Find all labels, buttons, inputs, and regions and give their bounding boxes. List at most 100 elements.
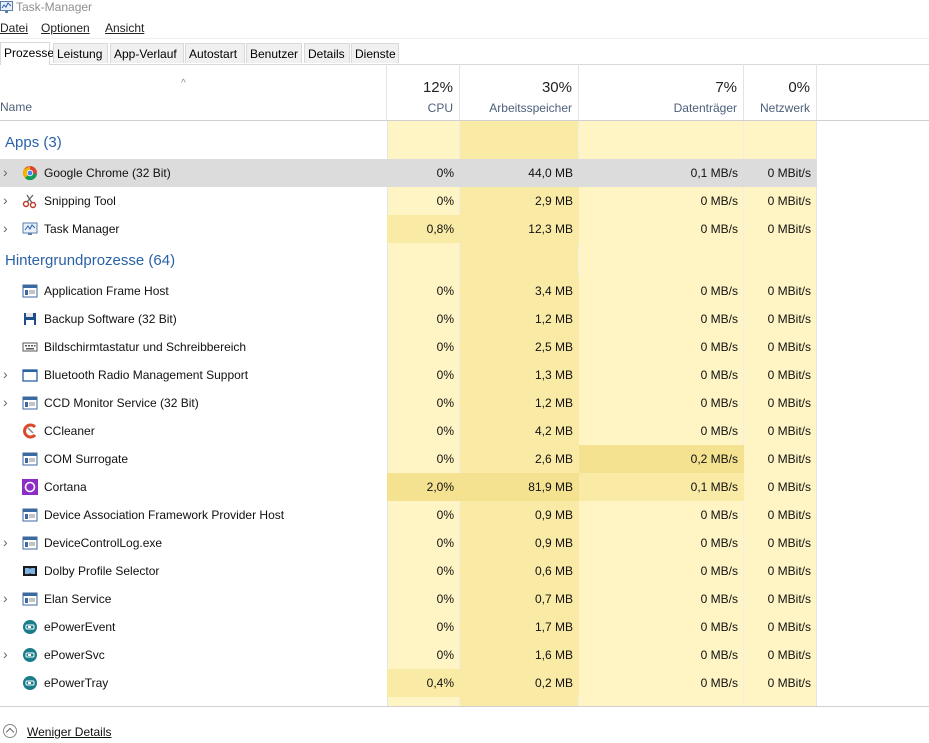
disk-cell: 0 MB/s	[700, 284, 738, 298]
group-title: Hintergrundprozesse (64)	[5, 252, 176, 269]
process-row[interactable]: ePowerTray 0,4% 0,2 MB 0 MB/s 0 MBit/s	[0, 669, 817, 697]
process-row[interactable]: Bildschirmtastatur und Schreibbereich 0% 2…	[0, 333, 817, 361]
column-memory-header[interactable]: 30% Arbeitsspeicher	[460, 64, 579, 120]
process-row[interactable]: COM Surrogate 0% 2,6 MB 0,2 MB/s 0 MBit/s	[0, 445, 817, 473]
disk-cell: 0 MB/s	[700, 424, 738, 438]
window-title: Task-Manager	[16, 0, 93, 14]
process-row[interactable]: › Google Chrome (32 Bit) 0% 44,0 MB 0,1 MB/s…	[0, 159, 817, 187]
column-name-header[interactable]: ^ Name	[0, 64, 387, 120]
expand-chevron-icon[interactable]: ›	[3, 590, 8, 606]
expand-chevron-icon[interactable]: ›	[3, 394, 8, 410]
column-network-header[interactable]: 0% Netzwerk	[744, 64, 817, 120]
network-cell: 0 MBit/s	[767, 312, 811, 326]
network-cell: 0 MBit/s	[767, 284, 811, 298]
cpu-cell: 0%	[436, 508, 454, 522]
network-cell: 0 MBit/s	[767, 452, 811, 466]
memory-cell: 81,9 MB	[460, 473, 579, 501]
app-window-icon	[22, 507, 38, 523]
disk-cell: 0,2 MB/s	[579, 445, 744, 473]
process-name: Bildschirmtastatur und Schreibbereich	[44, 340, 247, 354]
process-row[interactable]: › Elan Service 0% 0,7 MB 0 MB/s 0 MBit/s	[0, 585, 817, 613]
app-window-icon	[22, 395, 38, 411]
process-name: Google Chrome (32 Bit)	[44, 166, 171, 180]
memory-cell: 2,9 MB	[460, 187, 579, 215]
task-manager-app-icon	[0, 1, 13, 13]
expand-chevron-icon[interactable]: ›	[3, 646, 8, 662]
process-row[interactable]: › Snipping Tool 0% 2,9 MB 0 MB/s 0 MBit/s	[0, 187, 817, 215]
column-disk-header[interactable]: 7% Datenträger	[579, 64, 744, 120]
memory-cell: 1,2 MB	[460, 305, 579, 333]
process-name: COM Surrogate	[44, 452, 129, 466]
tab-prozesse[interactable]: Prozesse	[0, 42, 54, 65]
chevron-up-circle-icon[interactable]	[3, 724, 17, 738]
process-name: Task Manager	[44, 222, 120, 236]
disk-cell: 0,1 MB/s	[690, 166, 738, 180]
network-cell: 0 MBit/s	[767, 620, 811, 634]
cpu-cell: 0%	[436, 536, 454, 550]
menu-bar: Datei Optionen Ansicht	[0, 20, 929, 39]
expand-chevron-icon[interactable]: ›	[3, 366, 8, 382]
process-row[interactable]: › Task Manager 0,8% 12,3 MB 0 MB/s 0 MBit/s	[0, 215, 817, 243]
tab-leistung[interactable]: Leistung	[53, 43, 108, 63]
network-cell: 0 MBit/s	[767, 222, 811, 236]
app-window-icon	[22, 591, 38, 607]
cpu-cell: 0%	[436, 166, 454, 180]
network-label: Netzwerk	[759, 101, 810, 115]
process-name: Dolby Profile Selector	[44, 564, 160, 578]
process-row[interactable]: › CCD Monitor Service (32 Bit) 0% 1,2 MB 0 M…	[0, 389, 817, 417]
process-row[interactable]: Device Association Framework Provider Ho…	[0, 501, 817, 529]
process-row[interactable]: › Bluetooth Radio Management Support 0% 1,3…	[0, 361, 817, 389]
expand-chevron-icon[interactable]: ›	[3, 534, 8, 550]
network-cell: 0 MBit/s	[767, 508, 811, 522]
cpu-cell: 0%	[436, 592, 454, 606]
process-row[interactable]: Cortana 2,0% 81,9 MB 0,1 MB/s 0 MBit/s	[0, 473, 817, 501]
memory-total-percent: 30%	[541, 79, 572, 96]
process-name: Application Frame Host	[44, 284, 169, 298]
process-name: ePowerTray	[44, 676, 109, 690]
expand-chevron-icon[interactable]: ›	[3, 220, 8, 236]
memory-cell: 12,3 MB	[460, 215, 579, 243]
process-name: ePowerSvc	[44, 648, 105, 662]
window-icon	[22, 367, 38, 383]
tab-app-verlauf[interactable]: App-Verlauf	[110, 43, 184, 63]
process-name: Backup Software (32 Bit)	[44, 312, 177, 326]
menu-optionen[interactable]: Optionen	[41, 21, 90, 35]
memory-cell: 1,3 MB	[460, 361, 579, 389]
disk-cell: 0 MB/s	[700, 648, 738, 662]
process-name: Snipping Tool	[44, 194, 116, 208]
process-row[interactable]: Backup Software (32 Bit) 0% 1,2 MB 0 MB/s 0 …	[0, 305, 817, 333]
tab-details[interactable]: Details	[304, 43, 350, 63]
column-header: ^ Name 12% CPU 30% Arbeitsspeicher 7% Da…	[0, 64, 929, 121]
network-cell: 0 MBit/s	[767, 564, 811, 578]
cpu-cell: 0%	[436, 424, 454, 438]
process-row[interactable]: › ePowerSvc 0% 1,6 MB 0 MB/s 0 MBit/s	[0, 641, 817, 669]
tab-benutzer[interactable]: Benutzer	[246, 43, 302, 63]
memory-cell: 0,6 MB	[460, 557, 579, 585]
expand-chevron-icon[interactable]: ›	[3, 164, 8, 180]
memory-cell: 0,9 MB	[460, 501, 579, 529]
cpu-label: CPU	[427, 101, 453, 115]
column-cpu-header[interactable]: 12% CPU	[387, 64, 460, 120]
menu-datei[interactable]: Datei	[0, 21, 29, 35]
disk-cell: 0 MB/s	[700, 396, 738, 410]
menu-ansicht[interactable]: Ansicht	[105, 21, 145, 35]
fewer-details-link[interactable]: Weniger Details	[27, 725, 112, 739]
process-row[interactable]: › DeviceControlLog.exe 0% 0,9 MB 0 MB/s 0 MBi…	[0, 529, 817, 557]
tab-autostart[interactable]: Autostart	[185, 43, 245, 63]
cpu-cell: 0%	[436, 340, 454, 354]
process-row[interactable]: ePowerEvent 0% 1,7 MB 0 MB/s 0 MBit/s	[0, 613, 817, 641]
tab-dienste[interactable]: Dienste	[351, 43, 399, 63]
disk-cell: 0,1 MB/s	[579, 473, 744, 501]
disk-cell: 0 MB/s	[700, 508, 738, 522]
disk-cell: 0 MB/s	[700, 222, 738, 236]
process-row[interactable]: CCleaner 0% 4,2 MB 0 MB/s 0 MBit/s	[0, 417, 817, 445]
expand-chevron-icon[interactable]: ›	[3, 192, 8, 208]
disk-cell: 0 MB/s	[700, 312, 738, 326]
disk-cell: 0 MB/s	[700, 536, 738, 550]
snipping-tool-icon	[22, 193, 38, 209]
network-cell: 0 MBit/s	[767, 536, 811, 550]
group-header: Apps (3)	[0, 127, 817, 159]
memory-cell: 44,0 MB	[528, 166, 573, 180]
process-row[interactable]: Application Frame Host 0% 3,4 MB 0 MB/s 0 MB…	[0, 277, 817, 305]
process-row[interactable]: Dolby Profile Selector 0% 0,6 MB 0 MB/s 0 MB…	[0, 557, 817, 585]
